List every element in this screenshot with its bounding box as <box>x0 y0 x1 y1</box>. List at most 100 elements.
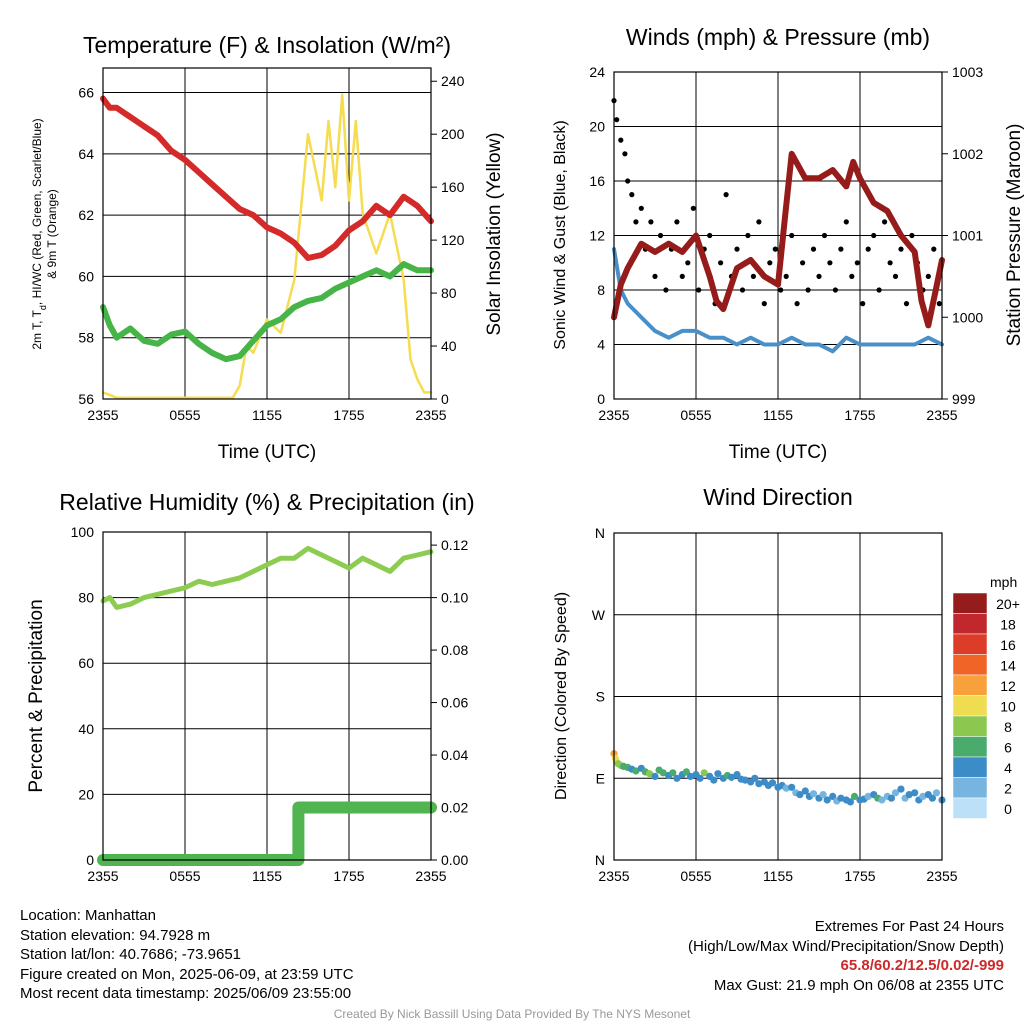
gust-point <box>909 232 915 239</box>
legend-label: 20+ <box>996 596 1020 612</box>
x-tick-label: 2355 <box>87 868 118 884</box>
direction-point <box>891 789 900 797</box>
direction-point <box>928 794 937 802</box>
gust-point <box>707 232 713 239</box>
direction-point <box>710 776 718 784</box>
x-tick-label: 2355 <box>926 407 957 423</box>
legend-label: 6 <box>1004 740 1012 756</box>
direction-point <box>645 770 654 778</box>
gust-point <box>663 287 669 293</box>
legend-label: 14 <box>1000 658 1016 674</box>
x-tick-label: 2355 <box>415 868 446 884</box>
y-tick-label: E <box>596 770 605 786</box>
y-tick-label: 66 <box>78 85 94 101</box>
y-tick-label-right: 0.02 <box>441 800 468 816</box>
y-axis-label: Direction (Colored By Speed) <box>553 592 570 800</box>
legend-swatch <box>952 777 988 799</box>
y-axis-label-right: Station Pressure (Maroon) <box>1004 124 1024 347</box>
plot-border <box>613 532 943 861</box>
y-tick-label: 4 <box>597 337 605 353</box>
direction-point <box>659 769 667 777</box>
direction-point <box>768 779 777 787</box>
x-tick-label: 1755 <box>844 868 875 884</box>
legend-swatch <box>952 674 988 696</box>
gust-point <box>622 151 628 157</box>
y-tick-label: 0 <box>597 391 605 407</box>
gust-point <box>838 246 844 252</box>
x-tick-label: 0555 <box>680 868 711 884</box>
direction-point <box>673 774 681 782</box>
legend-label: 8 <box>1004 719 1012 735</box>
y-tick-label-right: 1003 <box>952 64 983 80</box>
y-tick-label: 20 <box>78 786 94 802</box>
gust-point <box>657 232 664 239</box>
y-tick-label-right: 0.00 <box>441 852 468 868</box>
direction-point <box>651 772 659 781</box>
x-tick-label: 1155 <box>763 407 793 423</box>
y-tick-label-right: 240 <box>441 73 465 89</box>
gust-point <box>625 178 631 184</box>
y-tick-label-right: 0 <box>441 391 449 407</box>
y-tick-label-right: 200 <box>441 126 465 142</box>
y-tick-label-right: 40 <box>441 338 457 354</box>
station-info: Location: Manhattan Station elevation: 9… <box>20 906 354 1004</box>
gust-point <box>903 301 910 307</box>
y-axis-label: Sonic Wind & Gust (Blue, Black) <box>552 120 569 349</box>
gust-point <box>750 273 757 279</box>
x-tick-label: 1155 <box>252 868 282 884</box>
gust-point <box>898 246 904 252</box>
y-tick-label-right: 160 <box>441 179 465 195</box>
y-tick-label: 40 <box>78 721 94 737</box>
gust-point <box>860 301 866 307</box>
x-axis-label: Time (UTC) <box>729 442 828 463</box>
chart-title: Winds (mph) & Pressure (mb) <box>626 24 930 50</box>
gust-point <box>794 301 800 307</box>
gust-point <box>696 287 702 293</box>
gust-point <box>629 192 635 198</box>
gust-point <box>827 260 833 266</box>
chart-title: Wind Direction <box>703 484 853 510</box>
x-tick-label: 0555 <box>169 868 200 884</box>
plot-border <box>102 531 432 861</box>
chart-title: Relative Humidity (%) & Precipitation (i… <box>59 489 474 515</box>
direction-point <box>700 769 708 777</box>
direction-point <box>696 774 704 782</box>
latlon-text: Station lat/lon: 40.7686; -73.9651 <box>20 946 242 963</box>
direction-point <box>887 794 896 802</box>
gust-point <box>925 273 931 279</box>
y-tick-label-right: 999 <box>952 391 976 407</box>
y-tick-label-right: 0.12 <box>441 537 468 553</box>
pressure-line <box>611 150 945 329</box>
gust-point <box>685 260 691 266</box>
y-axis-label-part: , HI/WC (Red, Green, Scarlet/Blue) <box>30 118 44 305</box>
gust-point <box>887 260 893 266</box>
dewpoint-line <box>100 261 434 363</box>
direction-point <box>714 770 722 778</box>
direction-point <box>897 785 905 793</box>
y-tick-label-right: 1001 <box>952 228 983 244</box>
gust-point <box>843 219 849 225</box>
y-tick-label: 56 <box>78 391 94 407</box>
gust-point <box>652 273 658 279</box>
y-tick-label: 100 <box>71 524 95 540</box>
y-tick-label: 64 <box>78 146 94 162</box>
extremes-values: 65.8/60.2/12.5/0.02/-999 <box>840 957 1004 974</box>
legend-swatch <box>952 736 988 758</box>
x-tick-label: 1755 <box>333 868 364 884</box>
chart-title: Temperature (F) & Insolation (W/m²) <box>83 32 451 58</box>
temperature-insolation-panel: 2355 0555 1155 1755 235556586062646604080120… <box>30 32 505 463</box>
gust-point <box>832 287 839 293</box>
direction-point <box>846 798 855 806</box>
direction-point <box>782 784 790 792</box>
direction-point <box>686 772 695 781</box>
y-axis-label-part: 2m T, T <box>30 309 44 349</box>
legend-label: 4 <box>1004 760 1012 776</box>
gust-point <box>778 287 784 293</box>
direction-point <box>823 796 831 804</box>
direction-point <box>878 796 886 804</box>
legend-swatch <box>952 715 988 737</box>
humidity-line <box>100 545 434 610</box>
gust-point <box>871 232 877 239</box>
direction-point <box>669 769 677 777</box>
